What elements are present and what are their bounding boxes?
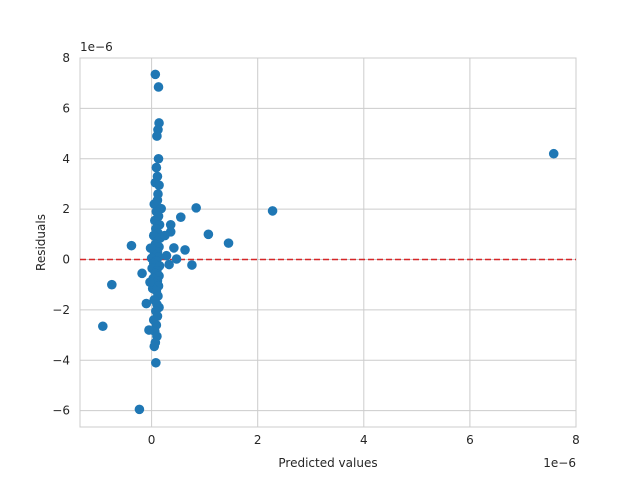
data-point xyxy=(98,321,108,332)
data-point xyxy=(267,206,278,216)
data-point xyxy=(187,260,197,270)
x-tick-label: 4 xyxy=(360,433,368,447)
y-tick-label: −6 xyxy=(52,404,70,418)
y-tick-label: 4 xyxy=(62,152,70,166)
data-point xyxy=(161,250,172,261)
data-point xyxy=(107,279,117,290)
plot-area-frame xyxy=(79,57,577,428)
x-scale-offset-label: 1e−6 xyxy=(543,456,576,470)
y-axis-label: Residuals xyxy=(34,214,48,271)
x-tick-label: 6 xyxy=(466,433,474,447)
data-point xyxy=(149,341,160,352)
data-point xyxy=(141,298,152,309)
data-point xyxy=(548,148,559,159)
data-point xyxy=(223,238,234,248)
x-tick-label: 8 xyxy=(572,433,580,447)
data-point xyxy=(134,404,145,415)
data-point xyxy=(154,180,164,190)
x-tick-labels: 0 2 4 6 8 xyxy=(148,433,580,447)
x-axis-label: Predicted values xyxy=(278,456,377,470)
data-point xyxy=(145,277,155,287)
y-tick-label: −2 xyxy=(52,303,70,317)
y-tick-labels: −6 −4 −2 0 2 4 6 8 xyxy=(52,51,70,418)
y-tick-label: 2 xyxy=(62,202,70,216)
y-tick-label: 0 xyxy=(62,253,70,267)
y-scale-offset-label: 1e−6 xyxy=(80,40,113,54)
data-point xyxy=(175,212,186,222)
data-point xyxy=(169,243,179,253)
data-point xyxy=(160,230,170,241)
data-point xyxy=(152,131,162,141)
data-point xyxy=(144,325,154,335)
data-point xyxy=(191,203,201,213)
data-point xyxy=(151,357,161,368)
data-point xyxy=(145,243,156,253)
data-point xyxy=(171,254,182,264)
x-tick-label: 0 xyxy=(148,433,156,447)
data-point xyxy=(152,195,163,206)
data-point xyxy=(164,259,174,270)
data-point xyxy=(126,240,137,251)
data-points xyxy=(98,69,559,415)
data-point xyxy=(137,268,147,279)
y-tick-label: 6 xyxy=(62,101,70,115)
y-tick-label: −4 xyxy=(52,353,70,367)
y-tick-label: 8 xyxy=(62,51,70,65)
data-point xyxy=(151,162,162,173)
data-point xyxy=(150,69,161,80)
x-tick-label: 2 xyxy=(254,433,262,447)
data-point xyxy=(153,153,164,164)
data-point xyxy=(153,82,164,92)
data-point xyxy=(203,229,214,240)
data-point xyxy=(165,219,176,230)
data-point xyxy=(180,245,190,255)
